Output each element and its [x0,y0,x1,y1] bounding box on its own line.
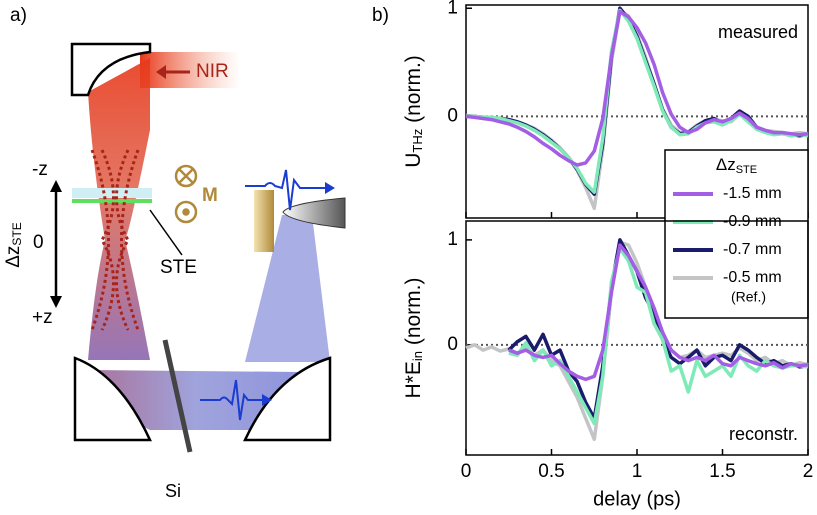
arrowhead [325,182,335,194]
y-label-rest: (norm.) [402,278,425,352]
x-axis-label: delay (ps) [593,488,681,510]
m-label: M [202,185,218,206]
detector [282,197,346,229]
y-label-sub: THz [410,129,425,153]
y-label-sub: in [410,351,425,361]
y-tick-label: 1 [447,229,458,250]
y-tick-label: 1 [447,0,458,18]
legend-note: (Ref.) [731,289,766,305]
pointer [149,209,183,256]
y-label-main: U [402,153,425,168]
gold-block [254,190,274,252]
mirror [73,356,152,442]
ste-label: STE [160,257,197,278]
x-tick-label: 1 [632,461,643,482]
panel-label: b) [372,5,389,26]
series-line [466,8,809,194]
annotation: reconstr. [729,424,798,444]
legend-label: -0.5 mm [723,269,782,286]
y-tick-label: 0 [447,334,458,355]
beam [88,58,150,360]
series-line [507,238,809,421]
y-label-main: H*E [402,361,425,398]
x-tick-label: 1.5 [709,461,735,482]
si-wafer [162,339,193,453]
annotation: measured [718,22,798,42]
arrowhead [262,394,272,406]
dz-label: ΔzSTE [3,222,24,268]
series-line [465,9,809,167]
waveform [245,169,325,211]
z-label: 0 [33,232,44,253]
z-label: +z [32,307,53,328]
si-label: Si [165,481,181,501]
waveform [200,379,262,421]
legend-title-main: Δz [716,155,736,174]
y-label-rest: (norm.) [402,55,425,129]
y-axis-label: H*Ein (norm.) [402,278,426,399]
nir-beam [140,52,240,88]
thz-beam [245,215,330,362]
focus-outline [90,149,140,331]
nir-label: NIR [196,61,229,82]
arrowhead [156,65,166,79]
beam [90,370,300,430]
y-axis-label: UTHz (norm.) [402,55,426,168]
y-tick-label: 0 [447,105,458,126]
magnetization [174,164,198,224]
mirror [70,42,152,97]
dz-sub: STE [10,222,24,245]
diagram: a) NIR -z 0 +z ΔzSTE ST [3,5,346,501]
panel-label: a) [10,5,27,26]
legend-label: -0.7 mm [723,241,782,258]
mirror [243,356,332,442]
x-tick-label: 2 [803,461,814,482]
z-label: -z [32,159,48,180]
dz-main: Δz [3,246,24,268]
series-line [508,243,809,382]
x-tick-label: 0.5 [538,461,564,482]
legend-box [664,149,809,319]
x-tick-label: 0 [461,461,472,482]
legend-title-sub: STE [736,164,757,176]
legend-title: ΔzSTE [716,155,757,175]
legend-label: -1.5 mm [723,185,782,202]
